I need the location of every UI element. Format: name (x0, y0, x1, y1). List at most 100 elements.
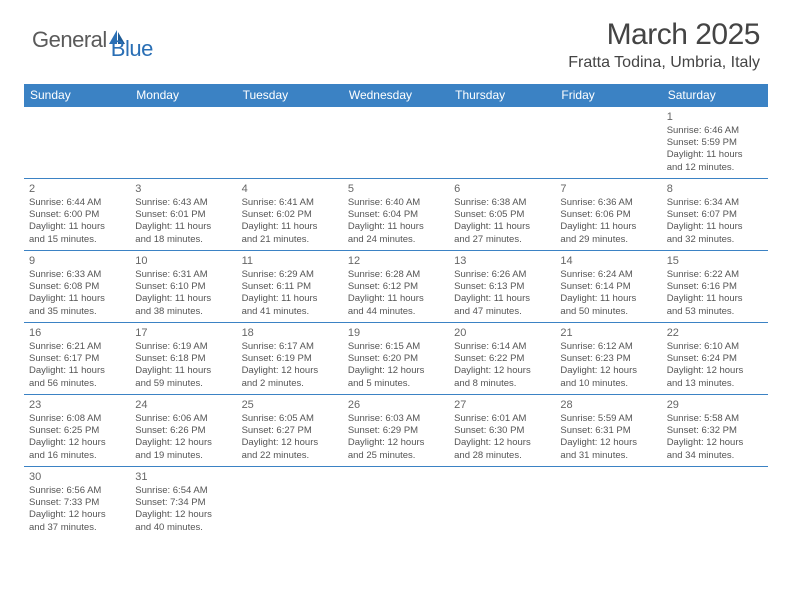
calendar-week: 16Sunrise: 6:21 AMSunset: 6:17 PMDayligh… (24, 323, 768, 395)
calendar-day: 12Sunrise: 6:28 AMSunset: 6:12 PMDayligh… (343, 251, 449, 323)
day-info: Sunrise: 6:38 AMSunset: 6:05 PMDaylight:… (454, 197, 550, 246)
day-number: 14 (560, 254, 656, 268)
day-info: Sunrise: 6:15 AMSunset: 6:20 PMDaylight:… (348, 341, 444, 390)
day-info: Sunrise: 6:21 AMSunset: 6:17 PMDaylight:… (29, 341, 125, 390)
day-info: Sunrise: 6:46 AMSunset: 5:59 PMDaylight:… (667, 125, 763, 174)
day-number: 2 (29, 182, 125, 196)
day-number: 7 (560, 182, 656, 196)
calendar-week: 30Sunrise: 6:56 AMSunset: 7:33 PMDayligh… (24, 467, 768, 539)
day-info: Sunrise: 6:14 AMSunset: 6:22 PMDaylight:… (454, 341, 550, 390)
day-info: Sunrise: 6:03 AMSunset: 6:29 PMDaylight:… (348, 413, 444, 462)
calendar-day: 26Sunrise: 6:03 AMSunset: 6:29 PMDayligh… (343, 395, 449, 467)
day-number: 16 (29, 326, 125, 340)
logo-text-blue: Blue (111, 36, 153, 62)
day-info: Sunrise: 6:56 AMSunset: 7:33 PMDaylight:… (29, 485, 125, 534)
day-number: 27 (454, 398, 550, 412)
calendar-day: 27Sunrise: 6:01 AMSunset: 6:30 PMDayligh… (449, 395, 555, 467)
calendar-week: 2Sunrise: 6:44 AMSunset: 6:00 PMDaylight… (24, 179, 768, 251)
day-number: 3 (135, 182, 231, 196)
day-number: 24 (135, 398, 231, 412)
day-header: Sunday (24, 84, 130, 107)
day-number: 29 (667, 398, 763, 412)
calendar-day (662, 467, 768, 539)
calendar-day (555, 467, 661, 539)
calendar-head: SundayMondayTuesdayWednesdayThursdayFrid… (24, 84, 768, 107)
day-header: Monday (130, 84, 236, 107)
day-number: 10 (135, 254, 231, 268)
day-info: Sunrise: 6:06 AMSunset: 6:26 PMDaylight:… (135, 413, 231, 462)
day-info: Sunrise: 6:01 AMSunset: 6:30 PMDaylight:… (454, 413, 550, 462)
day-info: Sunrise: 6:44 AMSunset: 6:00 PMDaylight:… (29, 197, 125, 246)
calendar-day: 24Sunrise: 6:06 AMSunset: 6:26 PMDayligh… (130, 395, 236, 467)
calendar-day: 4Sunrise: 6:41 AMSunset: 6:02 PMDaylight… (237, 179, 343, 251)
day-info: Sunrise: 6:19 AMSunset: 6:18 PMDaylight:… (135, 341, 231, 390)
day-number: 26 (348, 398, 444, 412)
calendar-day (24, 107, 130, 179)
calendar-day: 2Sunrise: 6:44 AMSunset: 6:00 PMDaylight… (24, 179, 130, 251)
day-number: 23 (29, 398, 125, 412)
calendar-day (130, 107, 236, 179)
calendar-day (237, 467, 343, 539)
day-info: Sunrise: 6:43 AMSunset: 6:01 PMDaylight:… (135, 197, 231, 246)
day-info: Sunrise: 6:33 AMSunset: 6:08 PMDaylight:… (29, 269, 125, 318)
calendar-week: 23Sunrise: 6:08 AMSunset: 6:25 PMDayligh… (24, 395, 768, 467)
calendar-day (555, 107, 661, 179)
calendar-day: 25Sunrise: 6:05 AMSunset: 6:27 PMDayligh… (237, 395, 343, 467)
day-info: Sunrise: 6:24 AMSunset: 6:14 PMDaylight:… (560, 269, 656, 318)
day-info: Sunrise: 6:31 AMSunset: 6:10 PMDaylight:… (135, 269, 231, 318)
day-number: 25 (242, 398, 338, 412)
logo: General Blue (32, 18, 153, 62)
day-number: 30 (29, 470, 125, 484)
day-number: 19 (348, 326, 444, 340)
calendar-day: 6Sunrise: 6:38 AMSunset: 6:05 PMDaylight… (449, 179, 555, 251)
calendar-day: 5Sunrise: 6:40 AMSunset: 6:04 PMDaylight… (343, 179, 449, 251)
day-number: 5 (348, 182, 444, 196)
header: General Blue March 2025 Fratta Todina, U… (0, 0, 792, 80)
day-header: Saturday (662, 84, 768, 107)
calendar-day: 16Sunrise: 6:21 AMSunset: 6:17 PMDayligh… (24, 323, 130, 395)
day-info: Sunrise: 6:40 AMSunset: 6:04 PMDaylight:… (348, 197, 444, 246)
calendar-day: 9Sunrise: 6:33 AMSunset: 6:08 PMDaylight… (24, 251, 130, 323)
calendar-day: 22Sunrise: 6:10 AMSunset: 6:24 PMDayligh… (662, 323, 768, 395)
calendar-day (237, 107, 343, 179)
day-info: Sunrise: 6:10 AMSunset: 6:24 PMDaylight:… (667, 341, 763, 390)
calendar-day: 17Sunrise: 6:19 AMSunset: 6:18 PMDayligh… (130, 323, 236, 395)
day-info: Sunrise: 6:41 AMSunset: 6:02 PMDaylight:… (242, 197, 338, 246)
calendar-week: 1Sunrise: 6:46 AMSunset: 5:59 PMDaylight… (24, 107, 768, 179)
month-title: March 2025 (568, 18, 760, 52)
calendar-day (343, 107, 449, 179)
calendar-day: 14Sunrise: 6:24 AMSunset: 6:14 PMDayligh… (555, 251, 661, 323)
calendar-day: 13Sunrise: 6:26 AMSunset: 6:13 PMDayligh… (449, 251, 555, 323)
calendar-day: 8Sunrise: 6:34 AMSunset: 6:07 PMDaylight… (662, 179, 768, 251)
day-info: Sunrise: 6:26 AMSunset: 6:13 PMDaylight:… (454, 269, 550, 318)
day-number: 12 (348, 254, 444, 268)
day-number: 22 (667, 326, 763, 340)
calendar-day (343, 467, 449, 539)
calendar-week: 9Sunrise: 6:33 AMSunset: 6:08 PMDaylight… (24, 251, 768, 323)
day-number: 8 (667, 182, 763, 196)
day-header: Friday (555, 84, 661, 107)
day-info: Sunrise: 6:17 AMSunset: 6:19 PMDaylight:… (242, 341, 338, 390)
day-info: Sunrise: 5:59 AMSunset: 6:31 PMDaylight:… (560, 413, 656, 462)
calendar-table: SundayMondayTuesdayWednesdayThursdayFrid… (24, 84, 768, 539)
calendar-day: 1Sunrise: 6:46 AMSunset: 5:59 PMDaylight… (662, 107, 768, 179)
calendar-day: 29Sunrise: 5:58 AMSunset: 6:32 PMDayligh… (662, 395, 768, 467)
day-number: 13 (454, 254, 550, 268)
calendar-day: 3Sunrise: 6:43 AMSunset: 6:01 PMDaylight… (130, 179, 236, 251)
day-info: Sunrise: 6:54 AMSunset: 7:34 PMDaylight:… (135, 485, 231, 534)
day-number: 4 (242, 182, 338, 196)
location-text: Fratta Todina, Umbria, Italy (568, 54, 760, 72)
calendar-day: 15Sunrise: 6:22 AMSunset: 6:16 PMDayligh… (662, 251, 768, 323)
day-info: Sunrise: 6:22 AMSunset: 6:16 PMDaylight:… (667, 269, 763, 318)
calendar-day (449, 467, 555, 539)
day-number: 28 (560, 398, 656, 412)
day-info: Sunrise: 6:34 AMSunset: 6:07 PMDaylight:… (667, 197, 763, 246)
day-header: Wednesday (343, 84, 449, 107)
day-number: 11 (242, 254, 338, 268)
calendar-day: 23Sunrise: 6:08 AMSunset: 6:25 PMDayligh… (24, 395, 130, 467)
calendar-day: 20Sunrise: 6:14 AMSunset: 6:22 PMDayligh… (449, 323, 555, 395)
day-header: Tuesday (237, 84, 343, 107)
day-number: 31 (135, 470, 231, 484)
day-number: 15 (667, 254, 763, 268)
day-info: Sunrise: 5:58 AMSunset: 6:32 PMDaylight:… (667, 413, 763, 462)
